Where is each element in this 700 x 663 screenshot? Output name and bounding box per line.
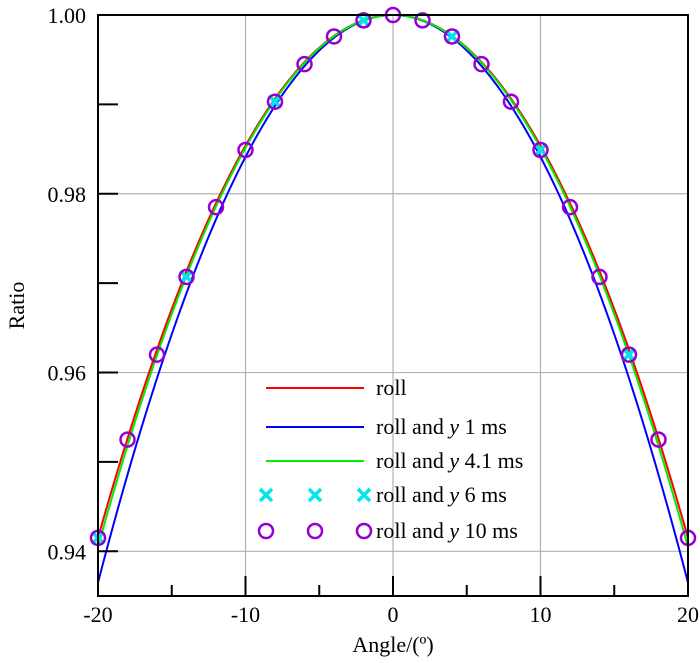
legend-swatch-marker [257,522,275,540]
circle-marker-point [237,141,254,159]
legend-label-4: roll and y 10 ms [376,518,518,543]
legend-swatch-marker [306,522,324,540]
circle-marker-point [473,55,490,73]
x-marker-point [267,94,283,109]
x-marker-point [444,29,460,44]
y-tick-label: 0.98 [48,182,87,207]
y-tick-label: 0.96 [48,361,87,386]
legend-swatch-marker [356,487,372,503]
x-tick-label: 20 [677,602,699,627]
legend-label-3: roll and y 6 ms [376,482,507,507]
y-tick-label: 1.00 [48,3,87,28]
circle-marker-point [532,141,549,159]
legend-swatch-marker [355,522,373,540]
circle-marker-point [591,268,608,286]
legend-label-2: roll and y 4.1 ms [376,448,523,473]
circle-marker-point [355,12,372,29]
x-marker-point [179,269,194,285]
legend: roll roll and y 1 ms roll and y 4.1 ms roll… [257,375,523,543]
circle-marker-point [414,12,431,29]
circle-marker-point [148,346,166,363]
axis-ticks: -20 -10 0 10 20 0.94 0.96 0.98 1.00 [48,3,700,627]
circle-marker-point [561,198,579,216]
legend-swatch-marker [307,487,323,503]
x-tick-label: 10 [530,602,552,627]
legend-label-1: roll and y 1 ms [376,414,507,439]
x-marker-point [621,347,637,362]
circle-marker-point [266,93,284,110]
y-axis-label: Ratio [4,282,29,330]
x-axis-label: Angle/(º) [352,632,433,657]
circle-marker-point [443,28,461,45]
x-tick-label: -20 [83,602,112,627]
x-tick-label: -10 [231,602,260,627]
circle-marker-point [502,93,520,110]
circle-marker-point [296,55,313,73]
circle-marker-point [650,431,667,448]
circle-marker-point [207,198,225,216]
circle-marker-point [119,431,136,448]
grid [97,14,689,596]
x-marker-point [533,142,548,158]
legend-swatch-marker [258,487,274,503]
x-marker-point [356,13,371,28]
y-tick-label: 0.94 [48,539,87,564]
circle-marker-point [178,268,195,286]
legend-label-0: roll [376,375,407,400]
circle-marker-point [620,346,638,363]
circle-marker-point [325,28,343,45]
x-tick-label: 0 [388,602,399,627]
